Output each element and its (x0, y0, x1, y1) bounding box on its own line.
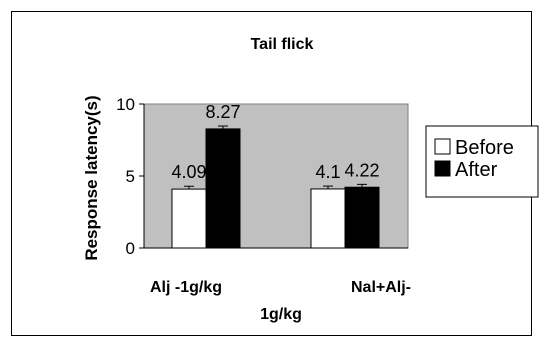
x-category-label: Nal+Alj- (351, 279, 411, 296)
legend-label-before: Before (455, 137, 514, 159)
y-axis-label: Response latency(s) (82, 95, 101, 260)
legend-label-after: After (455, 159, 498, 181)
data-label: 4.22 (344, 160, 379, 180)
plot-area: 0 5 10 4.09 4.1 8.27 4.22 Alj -1g/kg Nal+Alj- 1g/… (116, 95, 411, 323)
legend-swatch-before (434, 138, 451, 155)
y-tick-label: 10 (116, 95, 135, 114)
data-label: 4.1 (315, 162, 340, 182)
bar-after (344, 186, 380, 249)
y-tick-label: 0 (126, 239, 135, 258)
x-category-label: Alj -1g/kg (150, 279, 222, 296)
data-label: 4.09 (171, 162, 206, 182)
bar-after (205, 128, 241, 249)
x-category-label: 1g/kg (260, 306, 302, 323)
legend-swatch-after (434, 160, 451, 177)
chart-title: Tail flick (251, 36, 314, 53)
bar-before (171, 188, 207, 249)
data-label: 8.27 (205, 102, 240, 122)
bar-before (310, 188, 346, 249)
y-tick-label: 5 (126, 167, 135, 186)
